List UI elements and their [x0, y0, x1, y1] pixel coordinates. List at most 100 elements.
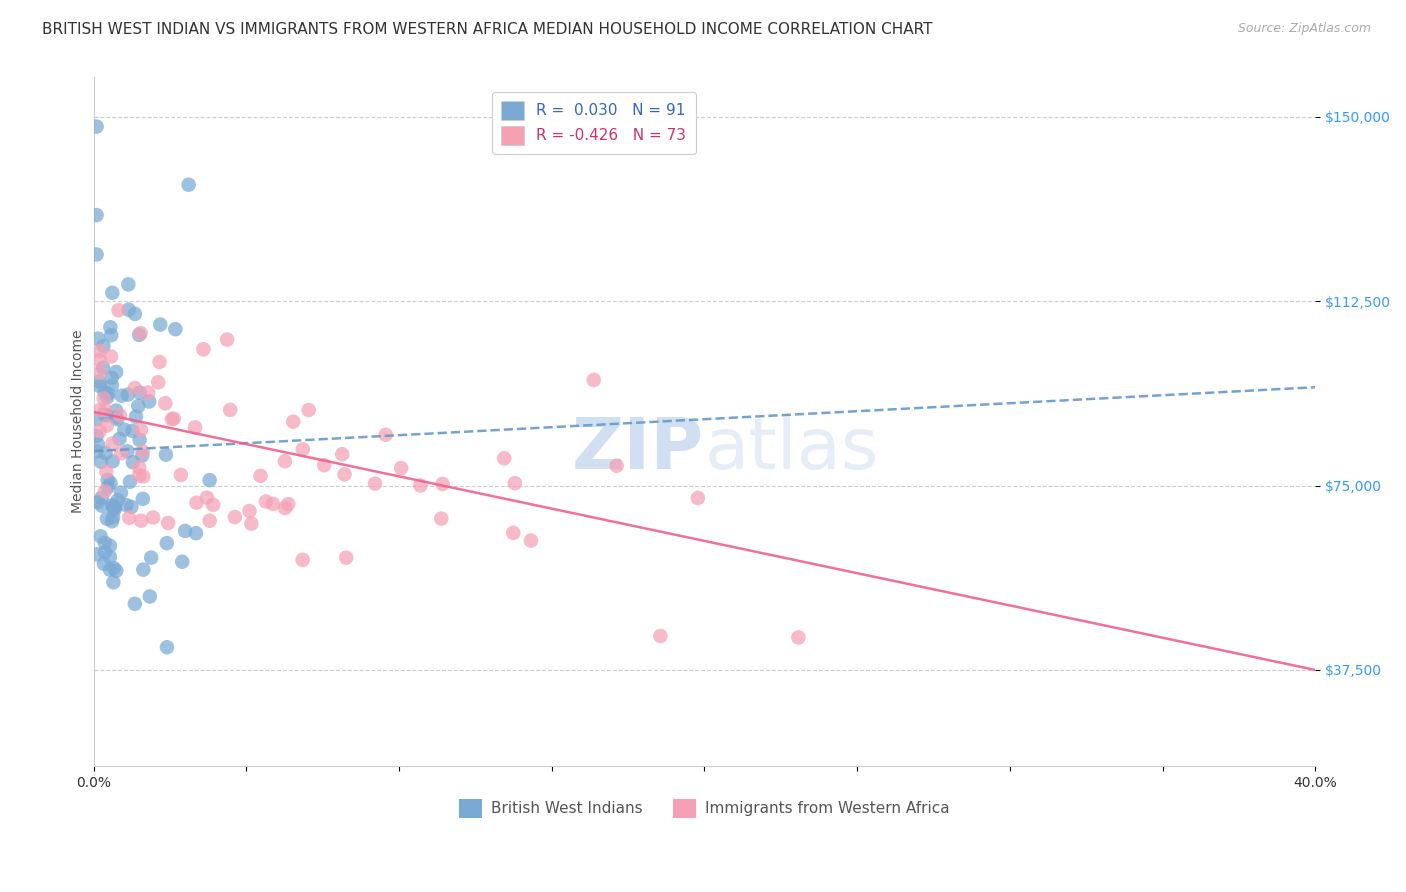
Point	[148, 355, 170, 369]
Text: Source: ZipAtlas.com: Source: ZipAtlas.com	[1237, 22, 1371, 36]
Point	[198, 473, 221, 487]
Point	[103, 561, 125, 575]
Point	[86, 429, 108, 443]
Point	[110, 485, 132, 500]
Point	[184, 420, 207, 434]
Point	[89, 353, 111, 368]
Point	[89, 424, 111, 438]
Point	[96, 418, 118, 433]
Point	[104, 499, 127, 513]
Point	[274, 454, 297, 468]
Point	[787, 631, 810, 645]
Point	[149, 318, 172, 332]
Point	[117, 444, 139, 458]
Point	[202, 498, 225, 512]
Point	[117, 387, 139, 401]
Point	[105, 564, 128, 578]
Point	[100, 371, 122, 385]
Point	[118, 475, 141, 489]
Point	[364, 476, 387, 491]
Point	[107, 493, 129, 508]
Point	[129, 423, 152, 437]
Point	[86, 547, 108, 561]
Point	[110, 446, 132, 460]
Point	[155, 396, 177, 410]
Point	[172, 555, 194, 569]
Point	[101, 510, 124, 524]
Point	[157, 516, 180, 530]
Point	[100, 350, 122, 364]
Point	[100, 476, 122, 491]
Y-axis label: Median Household Income: Median Household Income	[72, 330, 86, 514]
Point	[87, 495, 110, 509]
Point	[118, 510, 141, 524]
Point	[131, 444, 153, 458]
Point	[254, 494, 277, 508]
Point	[148, 376, 170, 390]
Point	[89, 366, 111, 380]
Point	[90, 529, 112, 543]
Legend: British West Indians, Immigrants from Western Africa: British West Indians, Immigrants from We…	[453, 793, 956, 823]
Point	[129, 514, 152, 528]
Point	[105, 410, 128, 425]
Point	[186, 496, 208, 510]
Point	[86, 412, 108, 426]
Point	[136, 385, 159, 400]
Point	[87, 332, 110, 346]
Point	[101, 285, 124, 300]
Point	[94, 402, 117, 417]
Point	[110, 389, 132, 403]
Point	[274, 501, 297, 516]
Point	[177, 178, 200, 192]
Point	[120, 500, 142, 514]
Point	[93, 339, 115, 353]
Text: BRITISH WEST INDIAN VS IMMIGRANTS FROM WESTERN AFRICA MEDIAN HOUSEHOLD INCOME CO: BRITISH WEST INDIAN VS IMMIGRANTS FROM W…	[42, 22, 932, 37]
Point	[125, 409, 148, 424]
Point	[127, 399, 149, 413]
Point	[97, 473, 120, 487]
Point	[155, 448, 177, 462]
Point	[98, 320, 121, 334]
Point	[108, 432, 131, 446]
Point	[283, 415, 305, 429]
Point	[138, 394, 160, 409]
Point	[432, 477, 454, 491]
Point	[409, 478, 432, 492]
Point	[105, 412, 128, 426]
Point	[193, 343, 215, 357]
Point	[101, 498, 124, 512]
Point	[163, 411, 186, 425]
Point	[142, 510, 165, 524]
Point	[89, 403, 111, 417]
Point	[86, 444, 108, 458]
Point	[131, 449, 153, 463]
Point	[94, 484, 117, 499]
Point	[219, 403, 242, 417]
Point	[124, 307, 146, 321]
Point	[277, 497, 299, 511]
Point	[91, 360, 114, 375]
Point	[98, 539, 121, 553]
Point	[195, 491, 218, 505]
Point	[520, 533, 543, 548]
Point	[240, 516, 263, 531]
Point	[132, 491, 155, 506]
Point	[298, 403, 321, 417]
Point	[128, 385, 150, 400]
Point	[502, 525, 524, 540]
Point	[107, 303, 129, 318]
Point	[224, 510, 246, 524]
Point	[87, 437, 110, 451]
Point	[89, 343, 111, 358]
Point	[503, 476, 526, 491]
Point	[105, 365, 128, 379]
Point	[96, 465, 118, 479]
Point	[115, 498, 138, 512]
Point	[96, 409, 118, 423]
Point	[97, 386, 120, 401]
Point	[333, 467, 356, 482]
Point	[128, 327, 150, 342]
Point	[96, 390, 118, 404]
Point	[93, 392, 115, 406]
Point	[93, 557, 115, 571]
